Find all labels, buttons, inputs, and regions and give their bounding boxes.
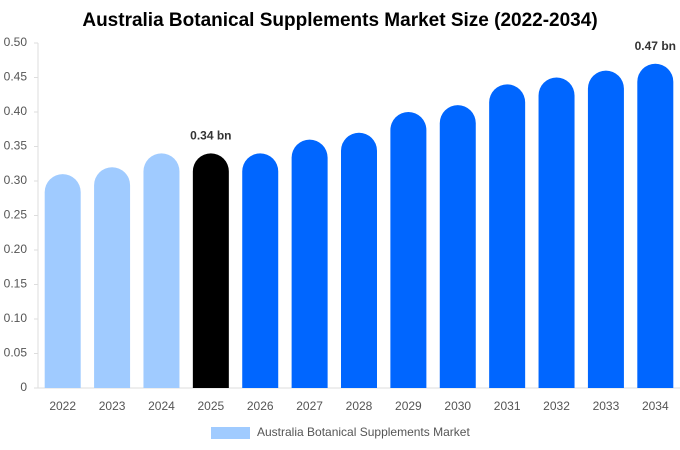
- x-tick-label: 2025: [197, 399, 224, 413]
- bar: [538, 77, 575, 389]
- y-tick-label: 0.45: [4, 70, 28, 84]
- chart-title: Australia Botanical Supplements Market S…: [82, 10, 597, 31]
- bar: [242, 153, 279, 388]
- x-tick-label: 2029: [395, 399, 422, 413]
- bar: [637, 63, 674, 388]
- bar: [94, 167, 131, 388]
- x-tick-label: 2023: [99, 399, 126, 413]
- y-tick-label: 0.10: [4, 311, 28, 325]
- x-tick-label: 2034: [642, 399, 669, 413]
- bar: [341, 132, 377, 388]
- legend-swatch: [211, 427, 250, 439]
- bar: [439, 105, 476, 388]
- data-label: 0.34 bn: [190, 129, 231, 143]
- bar: [587, 70, 624, 388]
- y-tick-label: 0.20: [4, 242, 28, 256]
- x-tick-label: 2030: [444, 399, 471, 413]
- x-tick-label: 2024: [148, 399, 175, 413]
- x-tick-label: 2032: [543, 399, 570, 413]
- y-tick-label: 0.05: [4, 346, 28, 360]
- bar: [390, 112, 427, 388]
- x-tick-label: 2033: [593, 399, 620, 413]
- data-label: 0.47 bn: [635, 39, 676, 53]
- x-tick-label: 2028: [346, 399, 373, 413]
- y-tick-label: 0.50: [4, 35, 28, 49]
- bar: [143, 153, 180, 388]
- y-tick-label: 0.40: [4, 104, 28, 118]
- bar: [291, 139, 328, 388]
- bar: [44, 174, 81, 388]
- x-tick-label: 2022: [49, 399, 76, 413]
- y-tick-label: 0: [20, 380, 27, 394]
- y-tick-label: 0.35: [4, 139, 28, 153]
- y-tick-label: 0.25: [4, 208, 28, 222]
- legend-label: Australia Botanical Supplements Market: [257, 425, 470, 439]
- x-tick-label: 2031: [494, 399, 521, 413]
- x-tick-label: 2026: [247, 399, 274, 413]
- bar: [489, 84, 526, 388]
- bar: [192, 153, 229, 388]
- x-tick-label: 2027: [296, 399, 323, 413]
- y-tick-label: 0.15: [4, 277, 28, 291]
- y-tick-label: 0.30: [4, 173, 28, 187]
